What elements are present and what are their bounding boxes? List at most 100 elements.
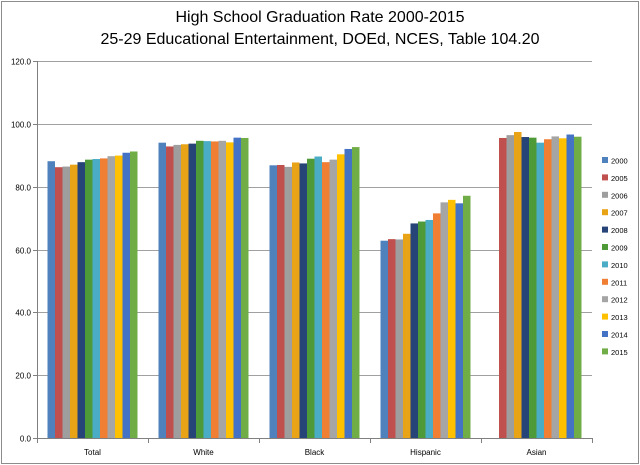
bar-2009 (418, 221, 426, 438)
bar-2015 (352, 147, 360, 438)
bar-2013 (559, 138, 567, 438)
bar-2011 (322, 162, 330, 438)
legend-label-2010: 2010 (611, 261, 628, 270)
bar-2007 (70, 164, 78, 439)
chart-title: High School Graduation Rate 2000-2015 (175, 9, 465, 26)
legend-swatch-2012 (602, 296, 608, 303)
bar-2005 (388, 239, 396, 438)
y-tick-label: 40.0 (15, 309, 31, 318)
bar-2008 (299, 163, 307, 438)
legend-label-2007: 2007 (611, 209, 628, 218)
bar-2012 (218, 140, 226, 438)
bar-2006 (62, 166, 70, 438)
bar-2009 (307, 158, 315, 439)
legend-label-2014: 2014 (611, 331, 628, 340)
x-tick-label: Total (84, 448, 101, 457)
bar-2005 (277, 164, 285, 438)
bar-2005 (499, 137, 507, 439)
legend-swatch-2006 (602, 191, 608, 198)
bar-2007 (181, 144, 189, 439)
bar-2009 (85, 159, 93, 439)
legend-label-2011: 2011 (611, 278, 627, 287)
bar-2009 (196, 140, 204, 438)
x-tick-label: Asian (526, 448, 546, 457)
legend-label-2009: 2009 (611, 244, 628, 253)
bar-2014 (233, 137, 241, 438)
bar-2013 (448, 199, 456, 438)
legend-label-2013: 2013 (611, 313, 628, 322)
bar-2008 (410, 223, 418, 438)
bar-2008 (521, 137, 529, 439)
bar-2012 (329, 159, 337, 439)
bar-2007 (292, 162, 300, 438)
legend-swatch-2005 (602, 174, 608, 181)
bar-2005 (55, 167, 63, 438)
y-tick-label: 0.0 (20, 435, 32, 444)
y-tick-label: 100.0 (11, 121, 32, 130)
legend-label-2008: 2008 (611, 226, 628, 235)
legend-swatch-2007 (602, 209, 608, 216)
bar-2007 (403, 233, 411, 438)
x-tick-label: Black (305, 448, 326, 457)
y-tick-label: 20.0 (15, 372, 31, 381)
legend-swatch-2015 (602, 348, 608, 355)
bar-2010 (536, 142, 544, 438)
bar-2006 (284, 166, 292, 439)
legend-swatch-2013 (602, 313, 608, 320)
bar-2013 (337, 154, 345, 438)
y-tick-label: 80.0 (15, 184, 31, 193)
legend-swatch-2009 (602, 244, 608, 250)
legend-swatch-2014 (602, 331, 608, 337)
bar-2011 (211, 141, 219, 438)
bar-2011 (433, 213, 441, 438)
bar-2015 (130, 151, 138, 439)
bar-2010 (203, 141, 211, 439)
bar-2006 (173, 144, 181, 438)
legend-swatch-2008 (602, 226, 608, 233)
bar-2013 (226, 142, 234, 438)
bar-2000 (380, 240, 388, 438)
legend-label-2012: 2012 (611, 296, 628, 305)
bar-2007 (514, 132, 522, 439)
y-tick-label: 120.0 (11, 58, 32, 67)
bar-2014 (344, 148, 352, 438)
x-tick-label: White (193, 448, 214, 457)
bar-2015 (241, 137, 249, 439)
bar-2010 (92, 159, 100, 438)
bar-2009 (529, 137, 537, 438)
bar-2000 (269, 165, 277, 438)
bar-2011 (100, 158, 108, 438)
legend-swatch-2010 (602, 261, 608, 268)
bar-2014 (566, 134, 574, 438)
chart-subtitle: 25-29 Educational Entertainment, DOEd, N… (100, 31, 540, 48)
bar-2010 (314, 156, 322, 439)
bar-2005 (166, 146, 174, 438)
bar-2011 (544, 139, 552, 439)
bar-2000 (47, 161, 55, 438)
legend-swatch-2000 (602, 157, 608, 163)
bar-2012 (107, 156, 115, 438)
bar-2010 (425, 219, 433, 438)
legend-label-2005: 2005 (611, 174, 628, 183)
bar-2006 (395, 239, 403, 438)
bar-2012 (551, 136, 559, 438)
bar-2000 (158, 142, 166, 438)
bar-2014 (455, 203, 463, 438)
bar-2015 (574, 136, 582, 438)
bar-2012 (440, 202, 448, 438)
bar-2014 (122, 152, 130, 438)
legend-label-2006: 2006 (611, 191, 628, 200)
bar-2013 (115, 155, 123, 439)
y-tick-label: 60.0 (15, 247, 31, 256)
x-tick-label: Hispanic (410, 448, 441, 457)
legend-label-2000: 2000 (611, 157, 628, 166)
bar-2006 (506, 135, 514, 439)
bar-2008 (77, 162, 85, 438)
bar-2008 (188, 143, 196, 438)
legend-swatch-2011 (602, 278, 608, 285)
bar-2015 (463, 195, 471, 438)
legend-label-2015: 2015 (611, 348, 628, 357)
